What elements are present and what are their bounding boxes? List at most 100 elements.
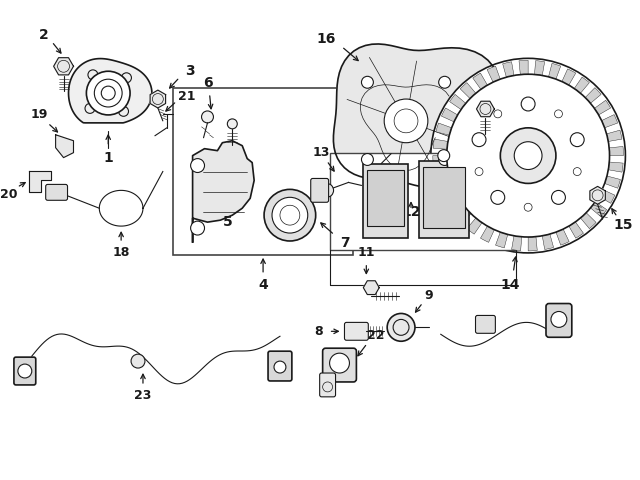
- Wedge shape: [433, 139, 448, 149]
- FancyBboxPatch shape: [14, 357, 36, 385]
- FancyBboxPatch shape: [546, 303, 572, 337]
- Circle shape: [438, 150, 450, 162]
- Text: 22: 22: [367, 329, 384, 342]
- Circle shape: [387, 313, 415, 341]
- Circle shape: [447, 74, 609, 237]
- Circle shape: [202, 111, 214, 123]
- Circle shape: [438, 76, 451, 88]
- Circle shape: [521, 97, 535, 111]
- FancyBboxPatch shape: [344, 323, 368, 340]
- Circle shape: [472, 133, 486, 146]
- Text: 2: 2: [39, 27, 49, 41]
- Wedge shape: [556, 229, 569, 245]
- Text: 8: 8: [314, 325, 323, 338]
- Wedge shape: [460, 83, 476, 98]
- Circle shape: [570, 133, 584, 146]
- Circle shape: [330, 353, 349, 373]
- Bar: [364, 164, 408, 238]
- Wedge shape: [433, 156, 447, 165]
- Text: 23: 23: [134, 389, 152, 402]
- Wedge shape: [487, 66, 500, 82]
- Wedge shape: [528, 237, 537, 251]
- Polygon shape: [590, 186, 605, 204]
- Bar: [419, 161, 468, 238]
- Text: 7: 7: [340, 236, 349, 250]
- Wedge shape: [598, 190, 615, 203]
- Circle shape: [131, 354, 145, 368]
- Polygon shape: [333, 44, 499, 187]
- Text: 6: 6: [203, 76, 212, 90]
- Wedge shape: [574, 77, 589, 93]
- Text: 4: 4: [258, 277, 268, 292]
- FancyBboxPatch shape: [311, 179, 328, 202]
- Text: 13: 13: [313, 146, 330, 159]
- Wedge shape: [609, 146, 623, 156]
- Text: 16: 16: [317, 33, 336, 47]
- Wedge shape: [436, 123, 452, 135]
- FancyBboxPatch shape: [45, 184, 68, 200]
- Wedge shape: [548, 63, 561, 79]
- Text: 11: 11: [358, 246, 375, 259]
- FancyBboxPatch shape: [323, 348, 356, 382]
- Circle shape: [491, 191, 505, 204]
- Text: 19: 19: [31, 108, 49, 121]
- Circle shape: [191, 158, 205, 172]
- Wedge shape: [442, 108, 458, 122]
- Text: 5: 5: [223, 215, 232, 229]
- Wedge shape: [511, 236, 522, 251]
- Wedge shape: [467, 218, 482, 234]
- Text: 18: 18: [113, 246, 130, 259]
- Circle shape: [272, 197, 308, 233]
- Circle shape: [384, 99, 428, 143]
- Polygon shape: [364, 281, 380, 295]
- Circle shape: [514, 142, 542, 169]
- FancyBboxPatch shape: [476, 315, 495, 333]
- Polygon shape: [477, 101, 494, 117]
- Wedge shape: [580, 213, 596, 228]
- Text: 12: 12: [401, 205, 420, 219]
- Wedge shape: [449, 95, 466, 109]
- Text: 9: 9: [424, 289, 433, 302]
- Polygon shape: [54, 58, 74, 75]
- Polygon shape: [68, 59, 152, 123]
- Circle shape: [86, 71, 130, 115]
- Wedge shape: [585, 88, 601, 103]
- Wedge shape: [473, 73, 488, 89]
- Wedge shape: [591, 202, 607, 217]
- Wedge shape: [445, 196, 462, 211]
- Wedge shape: [608, 162, 623, 172]
- Circle shape: [264, 190, 316, 241]
- Text: 14: 14: [500, 277, 520, 292]
- Polygon shape: [56, 135, 74, 157]
- Text: 21: 21: [178, 90, 195, 103]
- Wedge shape: [602, 115, 618, 128]
- Text: 15: 15: [614, 218, 633, 232]
- Circle shape: [362, 154, 373, 166]
- Bar: [330, 153, 516, 250]
- Bar: [423, 167, 465, 228]
- Wedge shape: [438, 183, 454, 197]
- FancyBboxPatch shape: [319, 373, 335, 397]
- Wedge shape: [542, 234, 554, 250]
- Circle shape: [274, 361, 286, 373]
- Text: 3: 3: [185, 64, 195, 78]
- Text: 10: 10: [502, 131, 520, 144]
- Wedge shape: [495, 232, 508, 248]
- Wedge shape: [595, 100, 611, 115]
- Circle shape: [191, 221, 205, 235]
- Wedge shape: [607, 130, 622, 142]
- Text: 1: 1: [103, 151, 113, 165]
- Wedge shape: [455, 208, 471, 224]
- Wedge shape: [562, 69, 576, 85]
- Circle shape: [18, 364, 32, 378]
- Polygon shape: [193, 141, 254, 242]
- Bar: [367, 169, 404, 226]
- Circle shape: [552, 191, 565, 204]
- Wedge shape: [605, 176, 620, 188]
- Circle shape: [500, 128, 556, 183]
- Circle shape: [227, 119, 237, 129]
- Circle shape: [431, 59, 625, 253]
- Circle shape: [362, 76, 373, 88]
- Text: 17: 17: [508, 74, 527, 88]
- Text: 20: 20: [0, 188, 18, 201]
